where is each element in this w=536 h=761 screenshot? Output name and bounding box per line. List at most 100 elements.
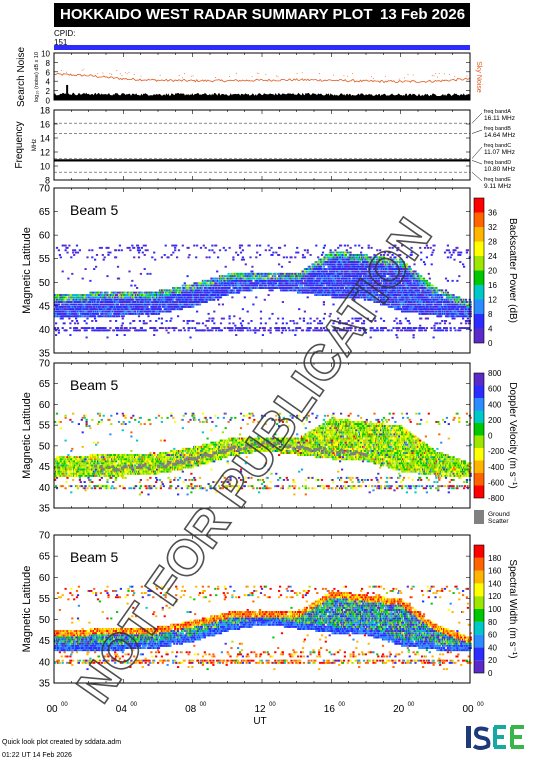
range-cell: [397, 282, 400, 285]
range-cell: [234, 291, 237, 294]
range-cell: [339, 320, 342, 322]
range-cell: [240, 258, 244, 261]
range-cell: [396, 263, 399, 266]
range-cell: [91, 249, 94, 252]
range-cell: [167, 256, 170, 259]
range-cell: [94, 315, 97, 318]
range-cell: [116, 327, 120, 329]
range-cell: [330, 254, 333, 256]
range-cell: [388, 263, 391, 266]
range-cell: [396, 268, 399, 270]
range-cell: [275, 329, 278, 332]
range-cell: [259, 322, 263, 325]
range-cell: [299, 291, 302, 294]
range-cell: [142, 294, 145, 296]
range-cell: [165, 329, 168, 332]
range-cell: [250, 289, 253, 292]
range-cell: [99, 315, 102, 318]
range-cell: [354, 263, 357, 266]
sky-noise-point: [435, 73, 437, 75]
range-cell: [67, 277, 70, 280]
range-cell: [116, 294, 119, 296]
range-cell: [271, 312, 274, 315]
range-cell: [410, 308, 413, 311]
range-cell: [302, 287, 305, 289]
range-cell: [147, 303, 150, 306]
range-cell: [120, 312, 123, 315]
range-cell: [106, 336, 109, 339]
range-cell: [250, 320, 253, 322]
y-tick-label: 10: [40, 162, 50, 172]
range-cell: [211, 320, 214, 322]
range-cell: [106, 329, 109, 332]
range-cell: [402, 327, 405, 329]
range-cell: [188, 327, 191, 329]
range-cell: [89, 301, 92, 303]
range-cell: [132, 327, 135, 329]
range-cell: [57, 249, 60, 252]
range-cell: [178, 287, 182, 289]
range-cell: [239, 322, 243, 325]
range-cell: [226, 294, 229, 296]
range-cell: [402, 291, 406, 294]
range-cell: [280, 331, 284, 334]
range-cell: [373, 289, 376, 292]
range-cell: [335, 263, 338, 266]
range-cell: [405, 291, 408, 294]
range-cell: [107, 298, 110, 301]
range-cell: [110, 312, 113, 315]
range-cell: [84, 327, 87, 329]
range-cell: [212, 282, 215, 285]
range-cell: [344, 329, 347, 332]
range-cell: [379, 284, 382, 287]
range-cell: [122, 303, 125, 306]
range-cell: [207, 320, 210, 322]
range-cell: [322, 317, 325, 320]
range-cell: [343, 275, 346, 278]
range-cell: [329, 312, 332, 315]
range-cell: [410, 303, 413, 306]
range-cell: [93, 268, 96, 270]
range-cell: [378, 272, 381, 275]
range-cell: [373, 284, 376, 287]
range-cell: [173, 301, 176, 303]
range-cell: [362, 322, 366, 325]
range-cell: [402, 261, 406, 263]
range-cell: [327, 289, 330, 292]
range-cell: [120, 324, 123, 327]
range-cell: [117, 277, 121, 280]
range-cell: [159, 327, 162, 329]
range-cell: [305, 268, 308, 270]
range-cell: [72, 251, 75, 254]
range-cell: [74, 296, 77, 299]
range-cell: [369, 275, 372, 278]
range-cell: [155, 320, 158, 322]
range-cell: [359, 327, 362, 329]
range-cell: [322, 270, 325, 273]
range-cell: [390, 329, 393, 332]
range-cell: [203, 294, 206, 296]
range-cell: [173, 244, 176, 247]
range-cell: [82, 294, 85, 296]
range-cell: [363, 263, 366, 266]
range-cell: [140, 246, 143, 249]
range-cell: [120, 329, 123, 332]
range-cell: [391, 263, 394, 266]
range-cell: [369, 327, 372, 329]
range-cell: [61, 270, 64, 273]
range-cell: [385, 287, 388, 289]
range-cell: [114, 296, 117, 299]
range-cell: [373, 254, 376, 256]
range-cell: [387, 301, 390, 303]
range-cell: [57, 329, 60, 332]
range-cell: [314, 327, 317, 329]
range-cell: [158, 296, 162, 299]
range-cell: [231, 327, 234, 329]
range-cell: [205, 301, 208, 303]
range-cell: [367, 246, 370, 249]
range-cell: [316, 317, 319, 320]
range-cell: [401, 329, 404, 332]
range-cell: [62, 296, 65, 299]
range-cell: [358, 294, 361, 296]
sky-noise-point: [444, 73, 445, 75]
